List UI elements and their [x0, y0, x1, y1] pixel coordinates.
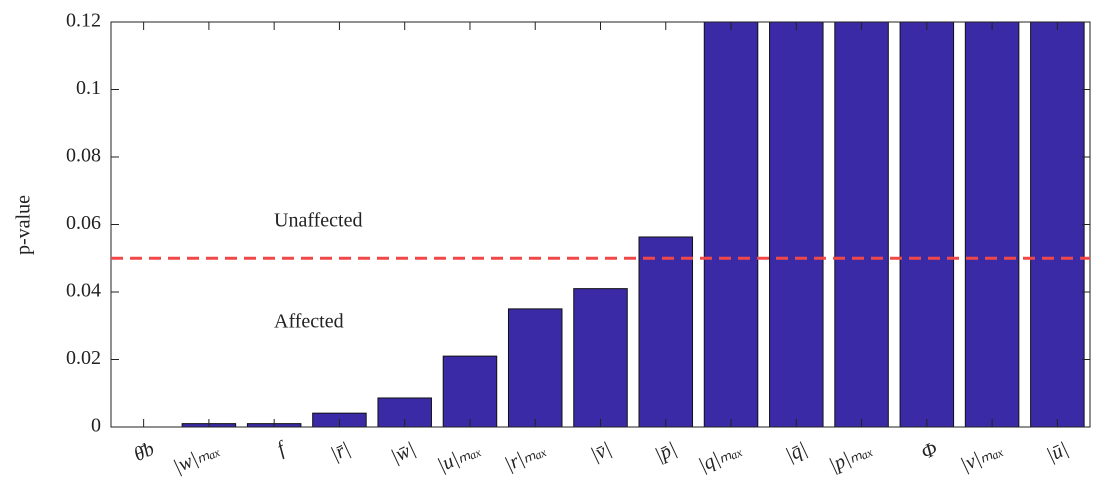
y-tick-label: 0.12: [66, 10, 101, 32]
x-tick-label: |u|ₘₐₓ: [434, 438, 484, 477]
bar: [899, 22, 955, 427]
y-tick-label: 0.08: [66, 145, 101, 167]
bar: [964, 22, 1020, 427]
bar: [442, 355, 498, 427]
x-tick-label: |r|ₘₐₓ: [501, 438, 549, 476]
bar: [638, 236, 694, 427]
bar: [703, 22, 759, 427]
bar: [769, 22, 824, 427]
bar: [1030, 22, 1085, 427]
x-tick-label: |w|ₘₐₓ: [170, 438, 223, 478]
y-tick-label: 0.06: [66, 212, 101, 234]
plot-area: [181, 22, 1085, 427]
x-tick-label: |p|ₘₐₓ: [826, 438, 876, 477]
x-tick-label: |w̄|: [387, 438, 418, 468]
x-tick-label: |v̄|: [587, 438, 614, 466]
x-tick-label: |v|ₘₐₓ: [957, 438, 1006, 476]
x-tick-label: |ū|: [1043, 438, 1071, 467]
x-tick-label: f: [274, 437, 291, 460]
y-tick-label: 0.02: [66, 347, 101, 369]
bar: [507, 308, 563, 427]
x-tick-label: θ̄b: [130, 438, 157, 466]
y-tick-label: 0.04: [66, 280, 101, 302]
x-tick-label: Φ: [918, 438, 941, 464]
annotation: Affected: [274, 311, 344, 333]
y-axis-label: p-value: [13, 195, 35, 255]
annotation: Unaffected: [274, 210, 362, 232]
x-tick-label: |p̄|: [651, 438, 679, 467]
x-tick-label: |q̄|: [782, 438, 810, 467]
y-tick-label: 0.1: [76, 77, 101, 99]
bar: [834, 22, 889, 427]
bar: [573, 288, 628, 427]
x-tick-label: |r̄|: [327, 438, 353, 466]
y-tick-label: 0: [91, 415, 101, 437]
x-tick-label: |q|ₘₐₓ: [695, 438, 745, 477]
